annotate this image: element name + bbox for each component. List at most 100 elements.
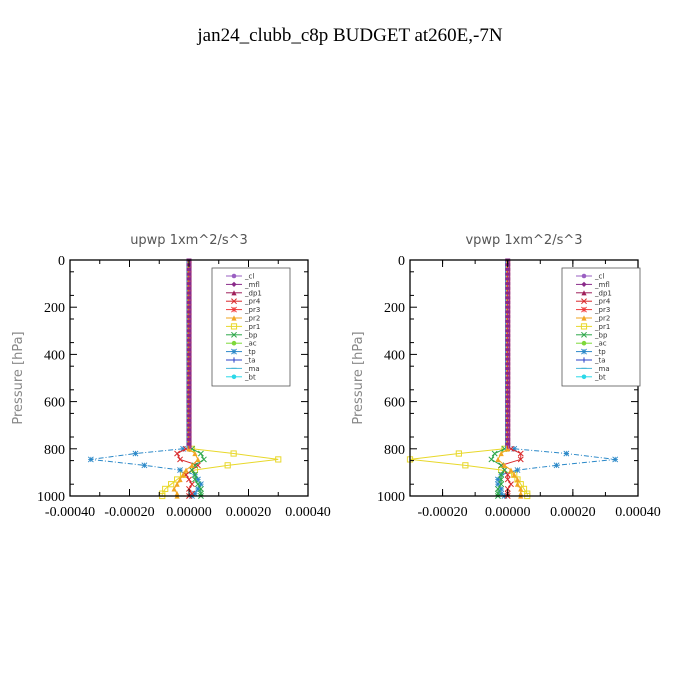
zero-profile-marker	[505, 267, 511, 271]
y-tick-label: 1000	[377, 490, 405, 505]
zero-profile-marker	[186, 348, 192, 352]
x-tick-label: -0.00020	[104, 505, 154, 520]
legend-label: _pr2	[594, 315, 610, 323]
zero-profile-marker	[505, 423, 511, 427]
y-tick-label: 400	[44, 348, 65, 363]
data-point	[514, 476, 521, 483]
x-tick-label: 0.00040	[285, 505, 331, 520]
legend-marker	[581, 281, 587, 287]
y-tick-label: 600	[44, 396, 65, 411]
zero-profile-marker	[505, 385, 511, 389]
zero-profile-marker	[505, 428, 511, 432]
data-point	[186, 476, 192, 483]
data-point	[189, 462, 195, 468]
data-point	[197, 450, 204, 457]
legend-marker	[231, 281, 237, 287]
legend-label: _cl	[244, 273, 254, 281]
zero-profile-marker	[186, 400, 192, 404]
data-point	[180, 445, 186, 452]
legend-marker	[231, 357, 237, 363]
y-tick-label: 1000	[37, 490, 65, 505]
data-point	[514, 481, 521, 487]
data-point	[612, 456, 619, 463]
data-point	[189, 467, 195, 473]
legend-label: _bt	[244, 373, 256, 381]
data-point	[498, 486, 505, 492]
zero-profile-marker	[186, 404, 192, 408]
data-point	[498, 476, 505, 483]
zero-profile-marker	[505, 329, 511, 333]
legend-label: _ac	[244, 340, 257, 348]
data-point	[177, 456, 184, 463]
zero-profile-marker	[186, 267, 192, 271]
legend-marker	[581, 374, 587, 380]
legend-label: _dp1	[594, 289, 612, 297]
zero-profile-marker	[186, 418, 192, 422]
zero-profile-marker	[505, 282, 511, 286]
data-point	[511, 445, 518, 452]
legend-marker	[581, 340, 587, 346]
legend-marker	[231, 315, 237, 321]
data-point	[517, 450, 524, 457]
data-point	[511, 472, 517, 478]
zero-profile-marker	[186, 338, 192, 342]
zero-profile-marker	[186, 371, 192, 375]
zero-profile-marker	[505, 348, 511, 352]
zero-profile-marker	[505, 291, 511, 295]
zero-profile-marker	[505, 414, 511, 418]
data-point	[563, 450, 570, 457]
data-point	[186, 485, 192, 492]
zero-profile-marker	[505, 343, 511, 347]
legend-marker	[581, 315, 587, 321]
legend-label: _bp	[594, 331, 608, 339]
zero-profile-marker	[186, 362, 192, 366]
zero-profile-marker	[186, 395, 192, 399]
zero-profile-marker	[505, 305, 511, 309]
zero-profile-marker	[505, 433, 511, 437]
series-pr2	[171, 446, 201, 499]
data-point	[194, 481, 201, 488]
data-point	[200, 456, 207, 463]
panel-title: vpwp 1xm^2/s^3	[465, 233, 582, 248]
data-point	[177, 476, 183, 483]
data-point	[553, 462, 560, 469]
legend-label: _pr3	[244, 306, 260, 314]
legend-label: _bp	[244, 331, 258, 339]
zero-profile-marker	[505, 286, 511, 290]
legend-label: _ta	[244, 357, 256, 365]
legend-label: _pr2	[244, 315, 260, 323]
y-axis-label: Pressure [hPa]	[11, 331, 26, 424]
y-tick-label: 800	[44, 443, 65, 458]
zero-profile-marker	[505, 362, 511, 366]
data-point	[517, 456, 524, 463]
zero-profile-marker	[505, 404, 511, 408]
zero-profile-marker	[186, 352, 192, 356]
zero-profile-marker	[186, 367, 192, 371]
legend-marker	[230, 323, 238, 330]
data-point	[504, 476, 511, 483]
zero-profile-marker	[505, 324, 511, 328]
x-tick-label: 0.00020	[226, 505, 272, 520]
data-point	[508, 467, 514, 473]
series-bp	[488, 445, 508, 499]
data-point	[275, 456, 282, 463]
data-point	[174, 450, 181, 457]
legend-label: _pr1	[244, 323, 260, 331]
series-line	[90, 448, 202, 497]
zero-profile-marker	[505, 277, 511, 281]
zero-profile-marker	[186, 315, 192, 319]
zero-profile-marker	[186, 414, 192, 418]
zero-profile-marker	[186, 376, 192, 380]
legend-marker	[231, 306, 237, 313]
y-tick-label: 400	[384, 348, 405, 363]
zero-profile-marker	[186, 390, 192, 394]
zero-profile-marker	[186, 305, 192, 309]
data-point	[189, 481, 195, 488]
figure-title: jan24_clubb_c8p BUDGET at260E,-7N	[196, 25, 502, 46]
zero-profile-marker	[186, 329, 192, 333]
legend-marker	[231, 374, 237, 380]
data-point	[498, 490, 505, 497]
legend-label: _tp	[594, 348, 606, 356]
zero-profile-marker	[186, 300, 192, 304]
data-point	[230, 450, 237, 457]
